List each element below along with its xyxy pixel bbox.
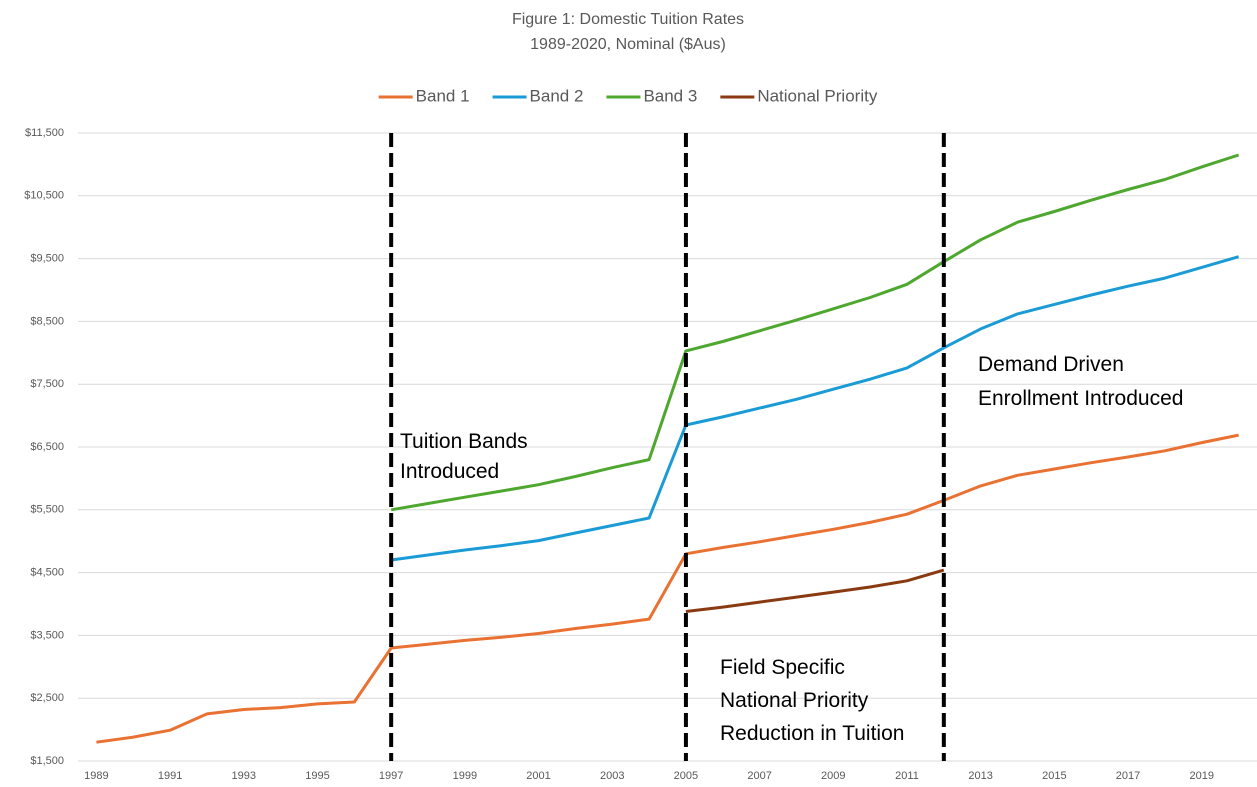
y-tick-label: $7,500 <box>30 378 64 390</box>
legend-label: Band 3 <box>643 86 697 105</box>
y-tick-label: $2,500 <box>30 692 64 704</box>
legend: Band 1 Band 2 Band 3 National Priority <box>378 86 878 105</box>
x-tick-label: 2007 <box>747 770 771 782</box>
series-line <box>390 255 1240 562</box>
y-tick-label: $6,500 <box>30 441 64 453</box>
y-tick-label: $4,500 <box>30 567 64 579</box>
y-tick-label: $9,500 <box>30 253 64 265</box>
y-tick-label: $1,500 <box>30 755 64 767</box>
x-tick-label: 2005 <box>674 770 698 782</box>
series-line <box>685 568 945 613</box>
annotation-text: National Priority <box>720 689 869 712</box>
series-line <box>96 433 1239 744</box>
x-tick-label: 2009 <box>821 770 845 782</box>
y-tick-label: $8,500 <box>30 315 64 327</box>
x-tick-label: 2019 <box>1189 770 1213 782</box>
x-tick-label: 1999 <box>453 770 477 782</box>
x-tick-label: 2017 <box>1116 770 1140 782</box>
x-tick-label: 1991 <box>158 770 182 782</box>
plot <box>96 133 1240 761</box>
x-tick-label: 1989 <box>84 770 108 782</box>
x-tick-label: 2011 <box>895 770 919 782</box>
annotation-text: Introduced <box>400 460 499 483</box>
annotation-text: Field Specific <box>720 656 845 679</box>
x-tick-label: 2013 <box>968 770 992 782</box>
legend-label: Band 2 <box>530 86 584 105</box>
x-tick-label: 2003 <box>600 770 624 782</box>
grid: $1,500 $2,500 $3,500 $4,500 $5,500 $6,500 $7,5… <box>24 127 1257 782</box>
x-tick-label: 1993 <box>232 770 256 782</box>
annotation-text: Reduction in Tuition <box>720 722 904 745</box>
x-tick-label: 2015 <box>1042 770 1066 782</box>
chart-title: Figure 1: Domestic Tuition Rates <box>512 11 744 28</box>
x-tick-label: 2001 <box>526 770 550 782</box>
legend-label: Band 1 <box>416 86 470 105</box>
annotation-text: Enrollment Introduced <box>978 387 1183 410</box>
y-tick-label: $5,500 <box>30 504 64 516</box>
y-tick-label: $10,500 <box>24 190 64 202</box>
chart-subtitle: 1989-2020, Nominal ($Aus) <box>530 36 726 53</box>
annotation-text: Demand Driven <box>978 353 1124 376</box>
y-tick-label: $3,500 <box>30 629 64 641</box>
annotation-text: Tuition Bands <box>400 430 528 453</box>
legend-label: National Priority <box>757 86 877 105</box>
y-tick-label: $11,500 <box>25 127 64 139</box>
series-line <box>390 153 1240 512</box>
x-tick-label: 1997 <box>379 770 403 782</box>
x-tick-label: 1995 <box>305 770 329 782</box>
